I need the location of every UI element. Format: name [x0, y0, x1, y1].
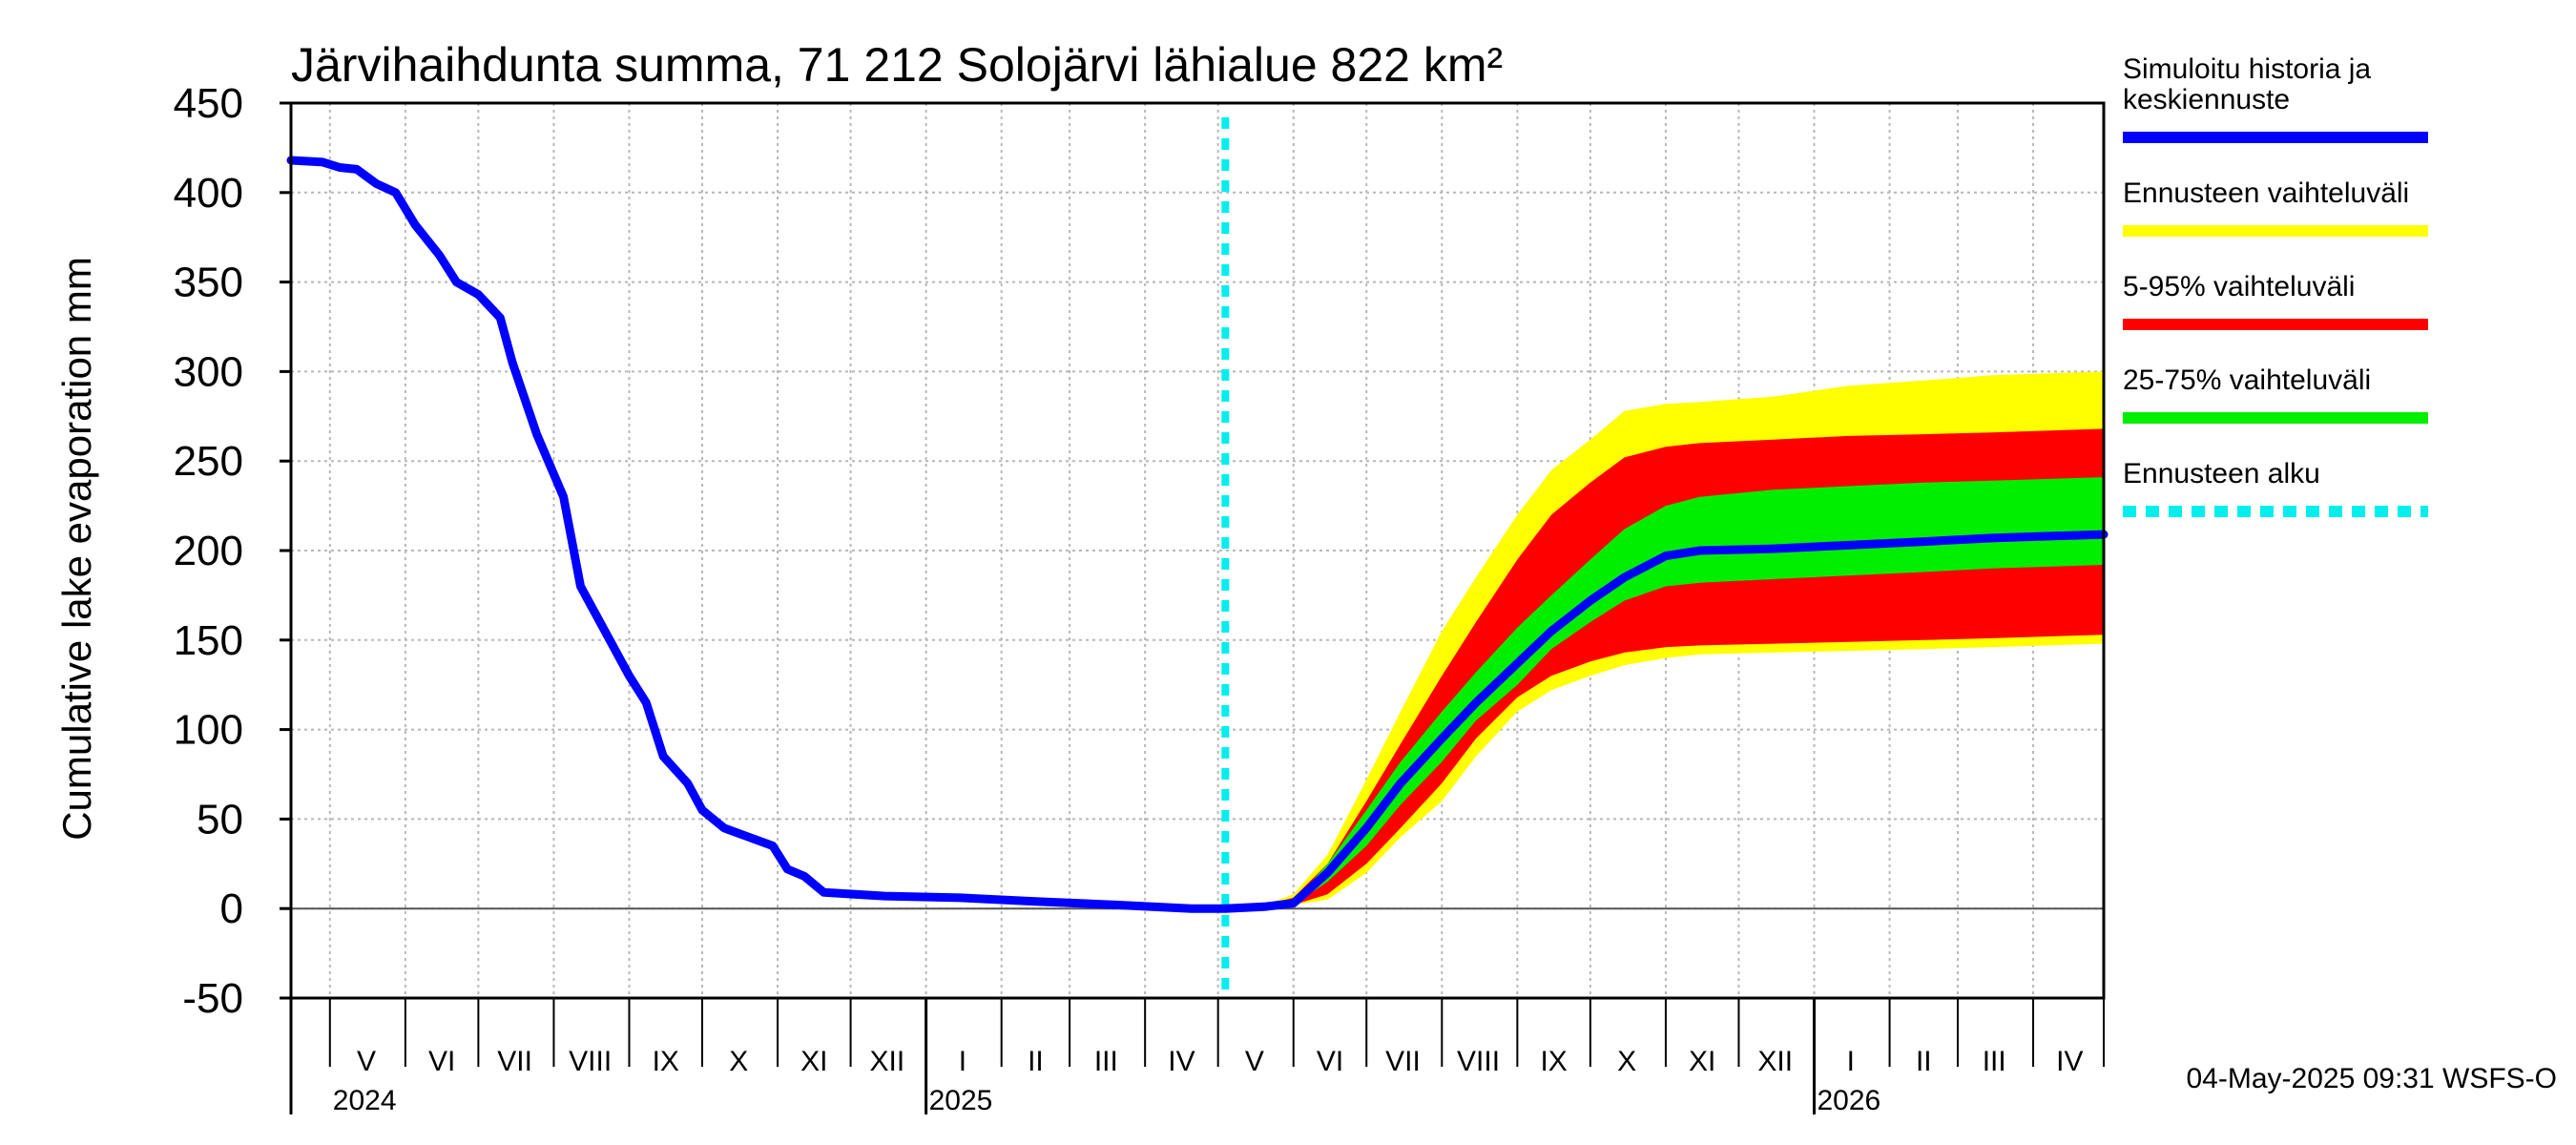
year-label: 2026: [1818, 1085, 1881, 1116]
y-axis-label: Cumulative lake evaporation mm: [54, 257, 99, 841]
month-label: VII: [1385, 1046, 1421, 1077]
month-label: XI: [1689, 1046, 1715, 1077]
y-tick-label: 50: [197, 796, 243, 843]
month-label: IX: [653, 1046, 679, 1077]
y-tick-label: 400: [174, 170, 243, 217]
y-tick-label: 0: [220, 885, 243, 932]
year-label: 2024: [333, 1085, 397, 1116]
month-label: VI: [1317, 1046, 1343, 1077]
footer-timestamp: 04-May-2025 09:31 WSFS-O: [2187, 1063, 2558, 1094]
series-line-0: [286, 156, 2109, 913]
plot-area: [286, 102, 2109, 999]
y-tick-label: 450: [174, 80, 243, 127]
month-label: X: [1617, 1046, 1636, 1077]
band-2: [1225, 477, 2104, 909]
month-label: II: [1916, 1046, 1932, 1077]
month-label: VIII: [569, 1046, 612, 1077]
y-tick-label: -50: [182, 975, 243, 1022]
month-label: V: [357, 1046, 376, 1077]
y-tick-label: 200: [174, 528, 243, 574]
month-label: IV: [2056, 1046, 2083, 1077]
y-tick-label: 300: [174, 348, 243, 395]
legend-label: 5-95% vaihteluväli: [2123, 271, 2355, 302]
year-label: 2025: [929, 1085, 993, 1116]
month-label: I: [959, 1046, 966, 1077]
y-tick-label: 150: [174, 617, 243, 664]
y-tick-label: 350: [174, 260, 243, 306]
month-label: I: [1847, 1046, 1855, 1077]
month-label: XII: [1757, 1046, 1793, 1077]
month-label: VIII: [1457, 1046, 1500, 1077]
month-label: III: [1983, 1046, 2006, 1077]
month-label: VII: [497, 1046, 532, 1077]
month-label: IX: [1540, 1046, 1567, 1077]
month-label: IV: [1168, 1046, 1195, 1077]
legend-label: Ennusteen alku: [2123, 458, 2320, 489]
legend-label: Ennusteen vaihteluväli: [2123, 177, 2409, 209]
month-label: III: [1094, 1046, 1118, 1077]
month-label: XI: [800, 1046, 827, 1077]
legend-label: Simuloitu historia ja: [2123, 53, 2371, 85]
y-tick-label: 250: [174, 438, 243, 485]
month-label: II: [1028, 1046, 1044, 1077]
legend-label: keskiennuste: [2123, 84, 2290, 115]
y-tick-label: 100: [174, 707, 243, 754]
month-label: X: [729, 1046, 748, 1077]
month-label: VI: [428, 1046, 455, 1077]
legend-label: 25-75% vaihteluväli: [2123, 364, 2371, 396]
month-label: XII: [869, 1046, 904, 1077]
month-label: V: [1245, 1046, 1264, 1077]
chart-title: Järvihaihdunta summa, 71 212 Solojärvi l…: [291, 38, 1503, 92]
